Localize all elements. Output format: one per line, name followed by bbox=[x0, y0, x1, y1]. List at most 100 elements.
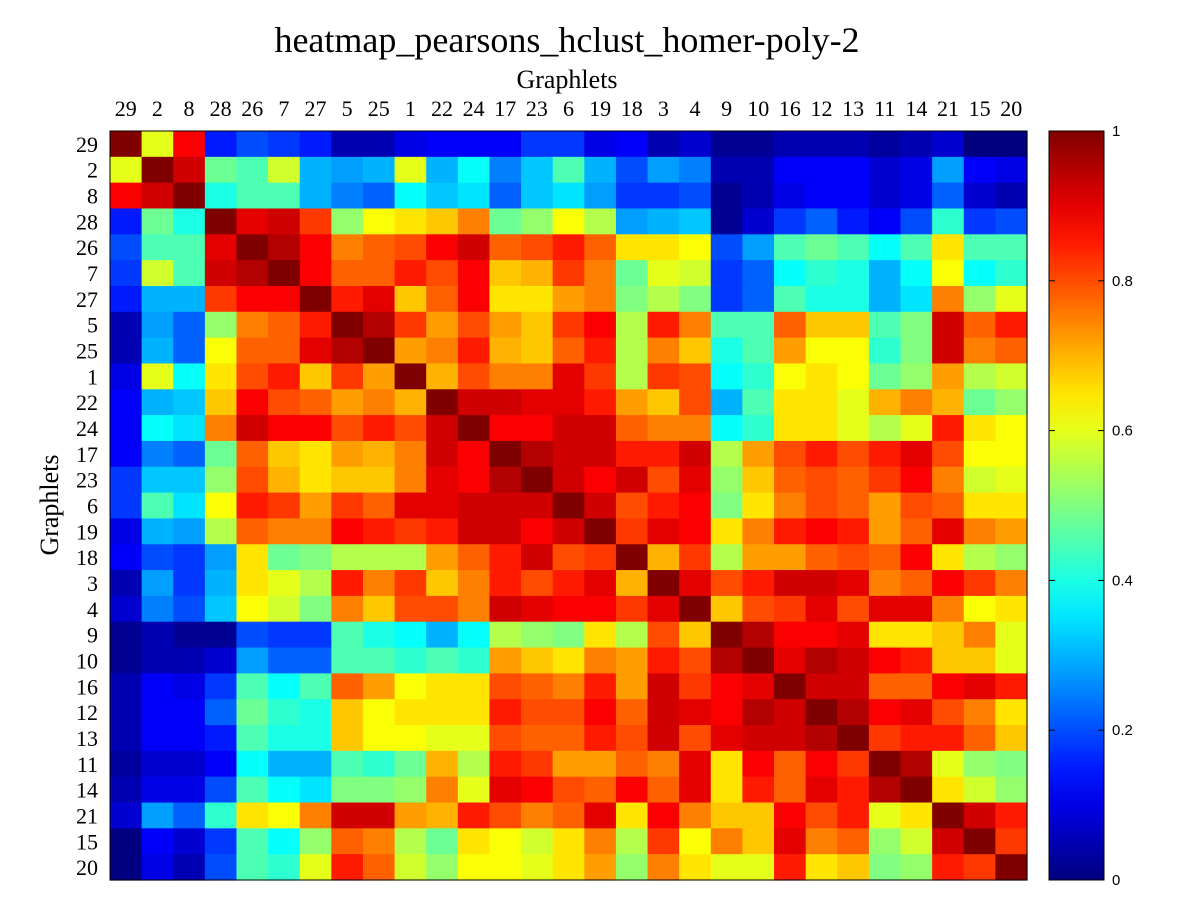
heatmap-cell bbox=[837, 854, 870, 881]
heatmap-cell bbox=[805, 234, 838, 261]
x-tick-label: 3 bbox=[658, 96, 669, 121]
heatmap-cell bbox=[710, 337, 744, 365]
heatmap-cell bbox=[394, 337, 427, 365]
heatmap-cell bbox=[268, 854, 301, 881]
heatmap-cell bbox=[236, 570, 269, 597]
heatmap-cell bbox=[521, 750, 554, 778]
heatmap-cell bbox=[837, 156, 870, 184]
heatmap-cell bbox=[489, 156, 522, 184]
heatmap-cell bbox=[774, 234, 807, 261]
heatmap-cell bbox=[236, 363, 269, 390]
heatmap-cell bbox=[710, 570, 744, 597]
heatmap-cell bbox=[679, 570, 712, 597]
heatmap-cell bbox=[331, 415, 364, 442]
heatmap-cell bbox=[394, 518, 427, 545]
heatmap-cell bbox=[774, 699, 807, 726]
heatmap-cell bbox=[489, 415, 522, 442]
heatmap-cell bbox=[204, 647, 238, 674]
heatmap-cell bbox=[647, 647, 680, 674]
heatmap-cell bbox=[552, 673, 585, 700]
heatmap-cell bbox=[742, 182, 775, 210]
heatmap-cell bbox=[426, 544, 459, 571]
heatmap-cell bbox=[615, 182, 649, 210]
heatmap-cell bbox=[521, 673, 554, 700]
heatmap-cell bbox=[868, 415, 902, 442]
y-tick-label: 4 bbox=[87, 597, 98, 622]
heatmap-cell bbox=[173, 673, 206, 700]
heatmap-cell bbox=[995, 440, 1028, 468]
heatmap-cell bbox=[268, 285, 301, 313]
heatmap-cell bbox=[173, 725, 206, 752]
heatmap-cell bbox=[394, 595, 427, 623]
heatmap-cell bbox=[489, 260, 522, 287]
heatmap-cell bbox=[268, 621, 301, 649]
heatmap-cell bbox=[173, 208, 206, 235]
heatmap-cell bbox=[932, 131, 965, 158]
heatmap-cell bbox=[647, 363, 680, 390]
heatmap-cell bbox=[584, 544, 617, 571]
heatmap-cell bbox=[995, 776, 1028, 804]
heatmap-cell bbox=[204, 621, 238, 649]
heatmap-cell bbox=[204, 673, 238, 700]
heatmap-cell bbox=[552, 363, 585, 390]
heatmap-cell bbox=[647, 699, 680, 726]
heatmap-cell bbox=[900, 673, 933, 700]
heatmap-cell bbox=[868, 440, 902, 468]
heatmap-cell bbox=[457, 492, 491, 520]
heatmap-cell bbox=[995, 647, 1028, 674]
heatmap-cell bbox=[552, 311, 585, 339]
heatmap-cell bbox=[647, 182, 680, 210]
heatmap-cell bbox=[679, 544, 712, 571]
heatmap-cell bbox=[268, 363, 301, 390]
heatmap-cell bbox=[236, 415, 269, 442]
heatmap-cell bbox=[521, 260, 554, 287]
heatmap-cell bbox=[742, 389, 775, 416]
heatmap-cell bbox=[299, 699, 332, 726]
heatmap-cell bbox=[615, 750, 649, 778]
heatmap-cell bbox=[141, 389, 174, 416]
heatmap-cell bbox=[900, 440, 933, 468]
heatmap-cell bbox=[710, 492, 744, 520]
heatmap-cell bbox=[141, 208, 174, 235]
heatmap-cell bbox=[584, 570, 617, 597]
heatmap-cell bbox=[932, 311, 965, 339]
heatmap-cell bbox=[647, 234, 680, 261]
heatmap-cell bbox=[457, 828, 491, 855]
heatmap-cell bbox=[173, 389, 206, 416]
heatmap-cell bbox=[362, 415, 396, 442]
heatmap-cell bbox=[110, 389, 143, 416]
heatmap-cell bbox=[394, 647, 427, 674]
heatmap-cell bbox=[742, 156, 775, 184]
heatmap-cell bbox=[932, 182, 965, 210]
heatmap-cell bbox=[963, 725, 996, 752]
heatmap-cell bbox=[837, 802, 870, 829]
heatmap-cell bbox=[742, 828, 775, 855]
y-tick-label: 19 bbox=[76, 519, 98, 544]
heatmap-cell bbox=[868, 234, 902, 261]
heatmap-cell bbox=[995, 699, 1028, 726]
heatmap-cell bbox=[552, 518, 585, 545]
heatmap-cell bbox=[710, 828, 744, 855]
heatmap-cell bbox=[837, 621, 870, 649]
heatmap-cell bbox=[932, 750, 965, 778]
heatmap-cell bbox=[868, 208, 902, 235]
heatmap-cell bbox=[615, 544, 649, 571]
heatmap-cell bbox=[141, 776, 174, 804]
heatmap-cell bbox=[552, 182, 585, 210]
heatmap-cell bbox=[647, 828, 680, 855]
heatmap-cell bbox=[710, 750, 744, 778]
heatmap-cell bbox=[805, 673, 838, 700]
heatmap-cell bbox=[805, 776, 838, 804]
heatmap-cell bbox=[394, 311, 427, 339]
heatmap-cell bbox=[837, 440, 870, 468]
heatmap-cell bbox=[552, 389, 585, 416]
heatmap-cell bbox=[774, 518, 807, 545]
heatmap-cell bbox=[521, 647, 554, 674]
heatmap-cell bbox=[110, 131, 143, 158]
heatmap-cell bbox=[362, 544, 396, 571]
heatmap-cell bbox=[552, 260, 585, 287]
heatmap-cell bbox=[521, 363, 554, 390]
heatmap-cell bbox=[141, 131, 174, 158]
heatmap-cell bbox=[679, 363, 712, 390]
heatmap-cell bbox=[521, 621, 554, 649]
